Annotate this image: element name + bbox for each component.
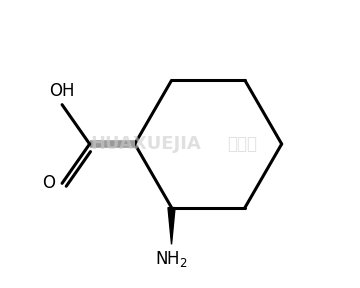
Polygon shape [168, 208, 175, 244]
Text: O: O [42, 174, 55, 192]
Text: OH: OH [49, 82, 75, 101]
Text: NH$_2$: NH$_2$ [155, 249, 188, 268]
Text: 化学加: 化学加 [227, 135, 257, 153]
Text: HUAXUEJIA: HUAXUEJIA [91, 135, 202, 153]
